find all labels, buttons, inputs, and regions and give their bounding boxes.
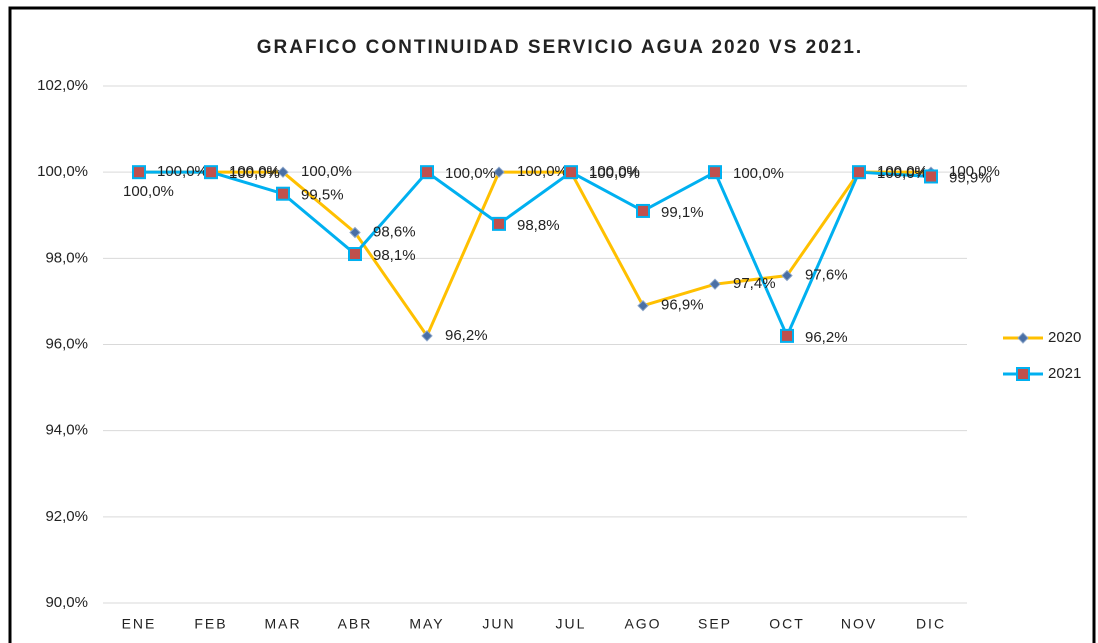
y-tick-label: 100,0%	[37, 163, 88, 180]
x-tick-label: DIC	[916, 616, 946, 632]
marker	[636, 203, 650, 218]
x-tick-label: JUN	[482, 616, 515, 632]
data-label: 100,0%	[229, 165, 280, 182]
x-tick-label: ENE	[122, 616, 157, 632]
x-tick-label: MAY	[409, 616, 444, 632]
data-label: 100,0%	[733, 165, 784, 182]
data-label: 96,9%	[661, 297, 704, 314]
marker	[204, 165, 218, 180]
legend-label: 2021	[1048, 365, 1081, 382]
marker	[492, 216, 506, 231]
x-tick-label: SEP	[698, 616, 732, 632]
data-label: 100,0%	[589, 165, 640, 182]
marker	[708, 165, 722, 180]
data-label: 100,0%	[301, 163, 352, 180]
data-label: 98,1%	[373, 247, 416, 264]
series-line	[139, 170, 932, 340]
marker	[493, 166, 505, 178]
data-label: 97,6%	[805, 267, 848, 284]
y-tick-label: 94,0%	[45, 422, 88, 439]
data-label: 100,0%	[877, 165, 928, 182]
marker	[421, 330, 433, 342]
legend-label: 2020	[1048, 329, 1081, 346]
data-label: 98,6%	[373, 223, 416, 240]
data-label: 97,4%	[733, 275, 776, 292]
data-label: 96,2%	[445, 327, 488, 344]
data-label: 100,0%	[157, 163, 208, 180]
marker	[1016, 367, 1030, 381]
marker	[349, 226, 361, 239]
y-tick-label: 102,0%	[37, 77, 88, 94]
data-label: 100,0%	[589, 163, 640, 180]
data-label: 100,0%	[949, 163, 1000, 180]
data-label: 100,0%	[229, 163, 280, 180]
y-tick-label: 96,0%	[45, 335, 88, 352]
y-tick-label: 90,0%	[45, 594, 88, 611]
data-label: 99,9%	[949, 169, 992, 186]
data-label: 100,0%	[123, 183, 174, 200]
x-tick-label: MAR	[264, 616, 301, 632]
marker	[709, 278, 721, 290]
data-label: 100,0%	[877, 163, 928, 180]
marker	[637, 300, 649, 312]
x-tick-label: JUL	[556, 616, 587, 632]
chart-title: GRAFICO CONTINUIDAD SERVICIO AGUA 2020 V…	[257, 37, 863, 58]
marker	[420, 165, 434, 180]
data-label: 96,2%	[805, 329, 848, 346]
data-label: 99,5%	[301, 187, 344, 204]
data-label: 100,0%	[445, 165, 496, 182]
marker	[277, 166, 289, 178]
y-tick-label: 98,0%	[45, 249, 88, 266]
marker	[564, 165, 578, 180]
marker	[781, 269, 793, 282]
marker	[348, 247, 362, 262]
x-tick-label: AGO	[624, 616, 661, 632]
chart-frame	[8, 6, 1096, 643]
data-label: 99,1%	[661, 204, 704, 221]
series-line	[139, 170, 931, 339]
x-tick-label: FEB	[194, 616, 227, 632]
x-tick-label: OCT	[769, 616, 805, 632]
marker	[276, 186, 290, 201]
marker	[1017, 332, 1029, 344]
data-label: 100,0%	[517, 163, 568, 180]
data-label: 98,8%	[517, 217, 560, 234]
marker	[780, 328, 794, 343]
x-tick-label: NOV	[841, 616, 877, 632]
y-tick-label: 92,0%	[45, 508, 88, 525]
marker	[924, 169, 938, 184]
x-tick-label: ABR	[338, 616, 373, 632]
marker	[132, 165, 146, 180]
marker	[852, 165, 866, 180]
